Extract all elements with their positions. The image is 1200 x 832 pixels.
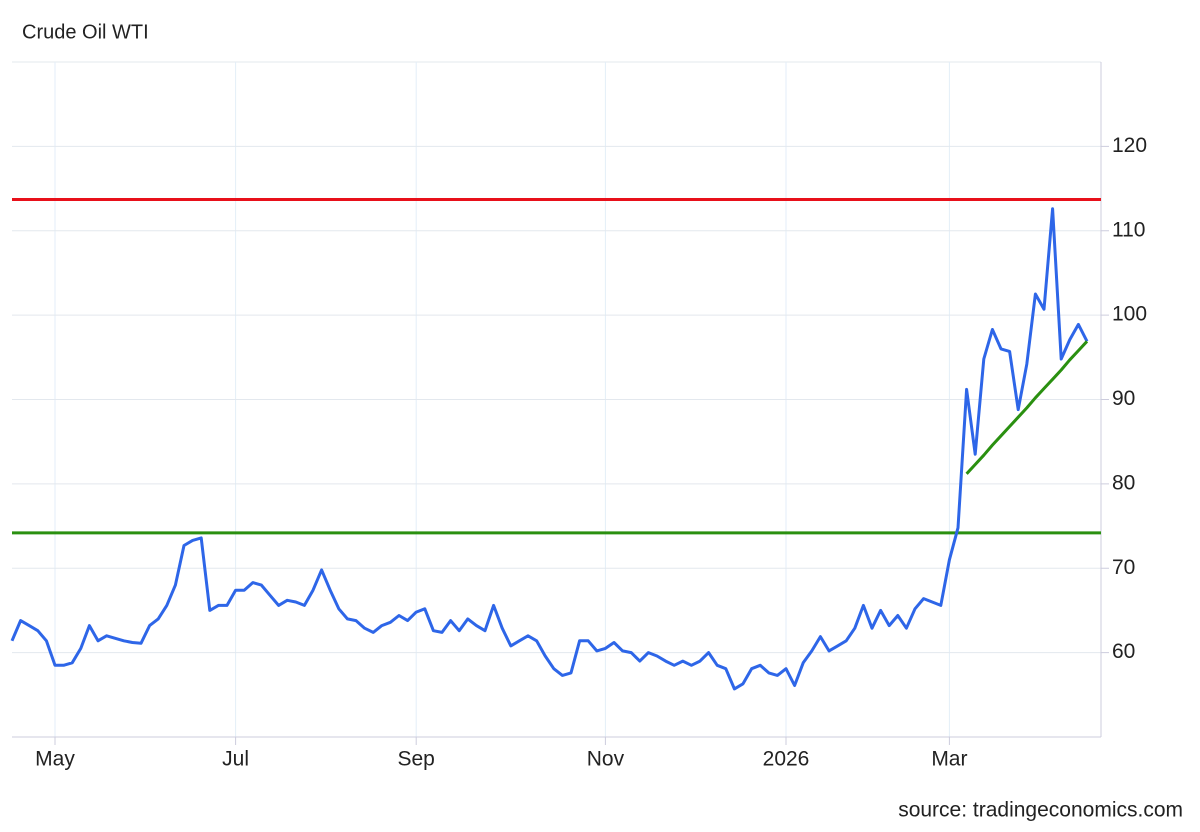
- y-tick-label: 60: [1112, 640, 1135, 663]
- series-line: [10, 207, 1089, 691]
- x-tick-label: Jul: [222, 748, 249, 771]
- y-tick-label: 70: [1112, 556, 1135, 579]
- x-tick-label: May: [35, 748, 75, 771]
- source: source: tradingeconomics.com: [898, 799, 1183, 822]
- y-tick-label: 120: [1112, 134, 1147, 157]
- x-tick-label: Mar: [931, 748, 967, 771]
- y-tick-label: 90: [1112, 387, 1135, 410]
- y-tick-label: 80: [1112, 471, 1135, 494]
- series-line: [965, 340, 1089, 475]
- x-tick-label: Sep: [398, 748, 435, 771]
- x-tick-label: 2026: [763, 748, 810, 771]
- x-tick-label: Nov: [587, 748, 625, 771]
- y-tick-label: 110: [1112, 218, 1145, 241]
- y-tick-label: 100: [1112, 303, 1147, 326]
- chart-title: Crude Oil WTI: [22, 21, 149, 43]
